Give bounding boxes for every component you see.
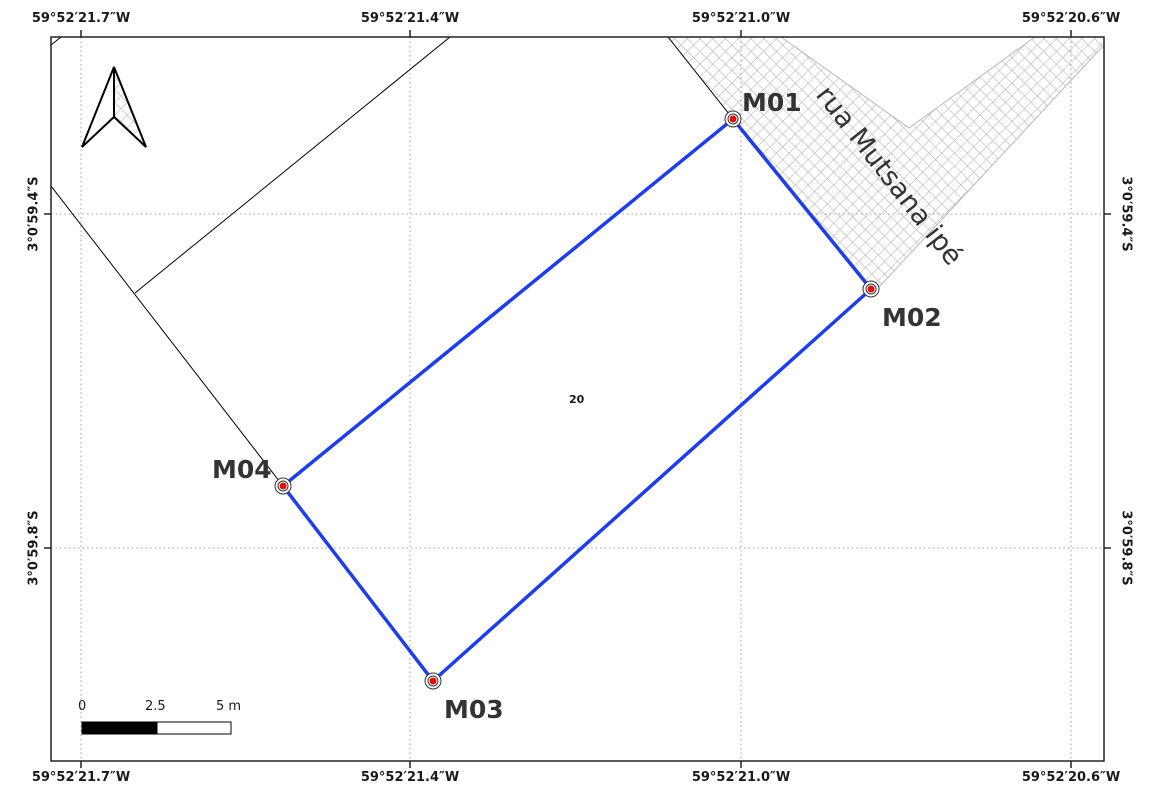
marker-label-M04: M04 (212, 455, 272, 484)
grid-label-bottom-4: 59°52′20.6″W (1021, 770, 1121, 785)
marker-label-M03: M03 (444, 695, 504, 724)
grid-label-top-4: 59°52′20.6″W (1021, 11, 1121, 26)
scale-label-0: 0 (78, 699, 86, 714)
grid-label-top-2: 59°52′21.4″W (360, 11, 460, 26)
scale-bar (81, 721, 232, 735)
marker-M04[interactable] (274, 477, 292, 495)
lot-label: 20 (569, 393, 585, 406)
parcel-lines (51, 37, 734, 487)
marker-M02[interactable] (862, 280, 880, 298)
marker-M03[interactable] (424, 672, 442, 690)
map-frame (50, 36, 1105, 762)
scale-label-end: 5 m (216, 699, 241, 714)
scale-label-mid: 2.5 (145, 699, 166, 714)
marker-M01[interactable] (724, 110, 742, 128)
grid-label-top-1: 59°52′21.7″W (31, 11, 131, 26)
north-arrow-icon (81, 66, 147, 148)
grid-label-bottom-2: 59°52′21.4″W (360, 770, 460, 785)
marker-label-M01: M01 (742, 88, 802, 117)
grid-label-bottom-3: 59°52′21.0″W (691, 770, 791, 785)
frame-ticks (44, 30, 1111, 768)
marker-label-M02: M02 (882, 303, 942, 332)
grid-label-bottom-1: 59°52′21.7″W (31, 770, 131, 785)
graticule (51, 37, 1104, 761)
grid-label-top-3: 59°52′21.0″W (691, 11, 791, 26)
